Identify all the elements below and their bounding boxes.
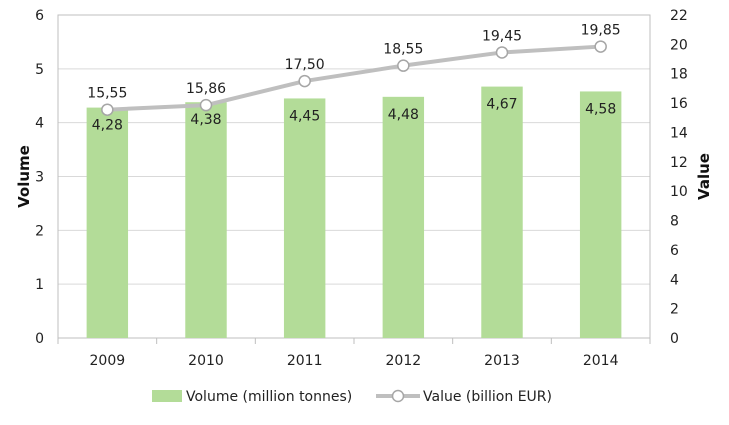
y2-tick-label: 12 <box>670 155 688 171</box>
legend-swatch-volume <box>152 390 182 402</box>
value-line <box>101 40 607 116</box>
y2-tick-label: 8 <box>670 214 679 230</box>
volume-bars <box>86 86 622 339</box>
data-labels: 4,28 4,38 4,45 4,48 4,67 4,58 15,55 15,86 17,50 1… <box>87 23 620 134</box>
line-data-label: 17,50 <box>285 57 325 73</box>
y2-tick-label: 2 <box>670 302 679 318</box>
y2-tick-label: 14 <box>670 125 688 141</box>
gridlines <box>57 14 651 339</box>
line-data-label: 15,86 <box>186 81 226 97</box>
y2-tick-label: 16 <box>670 96 688 112</box>
y-tick-label: 2 <box>35 223 44 239</box>
y2-axis-title: Value <box>695 153 713 200</box>
bar-data-label: 4,48 <box>388 107 419 123</box>
y2-tick-label: 0 <box>670 331 679 347</box>
bar-data-label: 4,38 <box>190 112 221 128</box>
y2-tick-label: 18 <box>670 67 688 83</box>
bar-data-label: 4,58 <box>585 101 616 117</box>
y2-tick-label: 6 <box>670 243 679 259</box>
x-tick-label: 2009 <box>90 353 126 369</box>
bar-data-label: 4,45 <box>289 108 320 124</box>
y-tick-label: 3 <box>35 170 44 186</box>
y-tick-label: 4 <box>35 116 44 132</box>
y-axis-title: Volume <box>15 145 33 208</box>
line-point <box>594 40 607 53</box>
line-data-label: 19,45 <box>482 28 522 44</box>
line-point <box>298 74 311 88</box>
line-point <box>495 46 509 59</box>
y2-tick-label: 10 <box>670 184 688 200</box>
line-point <box>397 59 410 72</box>
y2-tick-label: 4 <box>670 272 679 288</box>
legend-swatch-value-marker <box>391 389 405 403</box>
bar <box>283 98 326 338</box>
line-point <box>101 103 114 116</box>
legend-label-volume: Volume (million tonnes) <box>186 389 352 405</box>
bar-data-label: 4,67 <box>486 97 517 113</box>
bar <box>579 91 622 339</box>
x-tick-label: 2013 <box>484 353 520 369</box>
bar <box>86 107 129 339</box>
line-point <box>199 98 213 112</box>
bar <box>185 102 227 339</box>
value-line-path <box>107 44 601 112</box>
x-tick-label: 2011 <box>287 353 323 369</box>
x-tick-label: 2014 <box>583 353 619 369</box>
x-tick-label: 2012 <box>386 353 422 369</box>
legend: Volume (million tonnes) Value (billion EU… <box>152 389 552 405</box>
bar <box>481 86 523 339</box>
line-data-label: 19,85 <box>581 23 621 39</box>
bar-data-label: 4,28 <box>92 118 123 134</box>
line-data-label: 18,55 <box>383 42 423 58</box>
line-data-label: 15,55 <box>87 86 127 102</box>
y-tick-label: 1 <box>35 277 44 293</box>
bar <box>382 96 425 339</box>
legend-label-value: Value (billion EUR) <box>423 389 552 405</box>
y-tick-label: 5 <box>35 62 44 78</box>
x-tick-label: 2010 <box>188 353 224 369</box>
y2-tick-label: 20 <box>670 37 688 53</box>
y2-tick-label: 22 <box>670 8 688 24</box>
y-tick-label: 6 <box>35 8 44 24</box>
y-tick-label: 0 <box>35 331 44 347</box>
